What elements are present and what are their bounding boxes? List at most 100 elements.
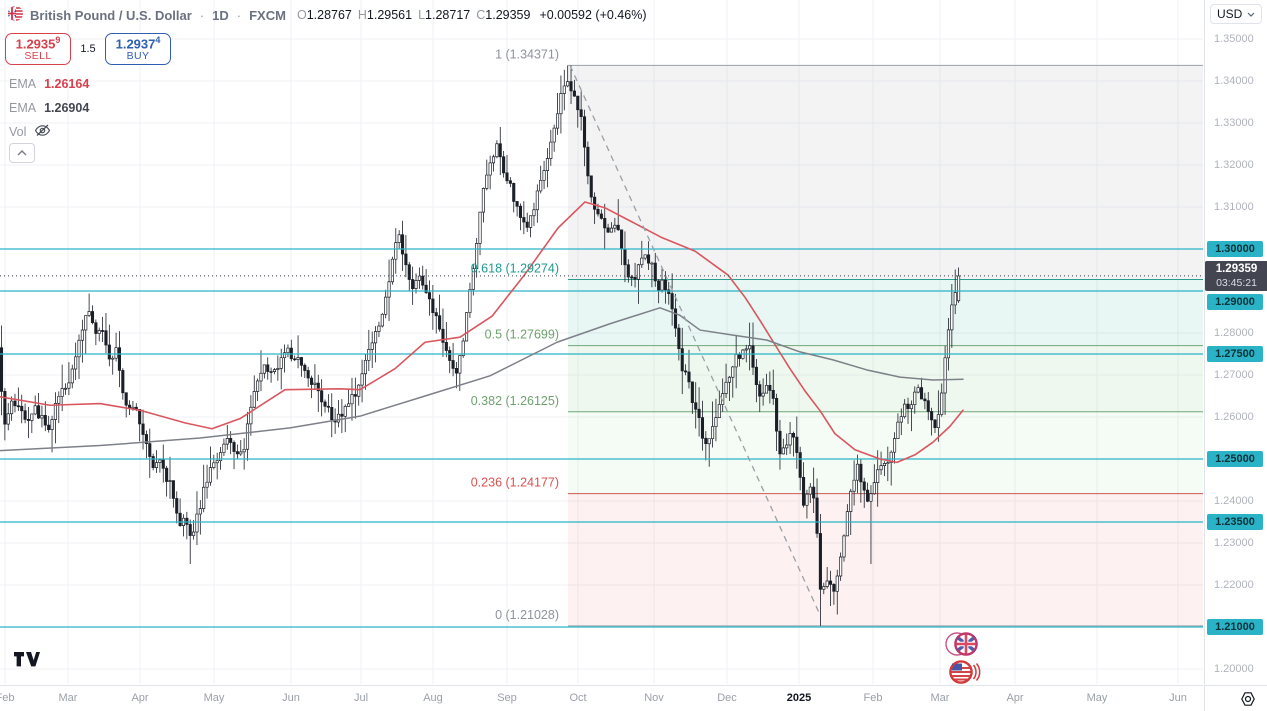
buy-price-sup: 4 [155, 35, 161, 45]
symbol-title[interactable]: British Pound / U.S. Dollar [30, 7, 192, 23]
symbol-header: British Pound / U.S. Dollar · 1D · FXCM … [8, 6, 646, 24]
time-axis-label: Oct [569, 692, 587, 704]
ema-fast-row[interactable]: EMA 1.26164 [9, 72, 89, 96]
time-axis-label: Apr [131, 692, 149, 704]
fib-label-0.618: 0.618 (1.29274) [471, 261, 559, 275]
indicator-legend: EMA 1.26164 EMA 1.26904 Vol [9, 72, 89, 144]
fib-band-0.5 [568, 345, 1203, 412]
ema-slow-row[interactable]: EMA 1.26904 [9, 96, 89, 120]
chevron-down-icon [1247, 12, 1255, 17]
price-tick-label: 1.27000 [1214, 369, 1254, 381]
time-axis-label: Jul [353, 692, 369, 704]
price-level-badge: 1.23500 [1207, 514, 1263, 530]
time-axis-label: Mar [930, 692, 950, 704]
fib-band-0.236 [568, 493, 1203, 626]
price-tick-label: 1.22000 [1214, 579, 1254, 591]
price-level-badge: 1.27500 [1207, 346, 1263, 362]
ema-slow-value: 1.26904 [44, 101, 90, 115]
price-axis[interactable]: USD 1.35000 1.34000 1.33000 1.32000 1.31000 1… [1204, 0, 1267, 684]
price-level-badge: 1.25000 [1207, 451, 1263, 467]
fib-label-0.382: 0.382 (1.26125) [471, 394, 559, 408]
high-value: 1.29561 [366, 8, 413, 22]
last-price-value: 1.29359 [1215, 263, 1258, 276]
candlestick-chart-canvas[interactable]: 1 (1.34371) 0.618 (1.29274) 0.5 (1.27699) 0… [0, 0, 1203, 684]
ema-line-fast [0, 201, 964, 464]
tradingview-logo[interactable] [14, 652, 40, 672]
timeframe-label[interactable]: 1D [212, 7, 229, 23]
price-tick-label: 1.33000 [1214, 117, 1254, 129]
time-axis-label: Jun [1169, 692, 1187, 704]
time-axis-label: May [1086, 692, 1108, 704]
sell-price: 1.2935 [15, 36, 56, 52]
time-axis-label: Feb [0, 692, 15, 704]
ohlc-values: O1.28767 H1.29561 L1.28717 C1.29359 [297, 8, 531, 22]
fib-label-0.5: 0.5 (1.27699) [485, 328, 559, 342]
symbol-flag-icon[interactable] [8, 6, 23, 24]
candle-bodies-up [6, 81, 961, 592]
fib-band-0.382 [568, 411, 1203, 494]
fib-label-0: 0 (1.21028) [495, 608, 559, 622]
time-axis-label: Nov [644, 692, 664, 704]
separator-dot: · [199, 7, 205, 23]
price-tick-label: 1.35000 [1214, 33, 1254, 45]
open-value: 1.28767 [306, 8, 352, 22]
ema-fast-value: 1.26164 [44, 77, 90, 91]
close-value: 1.29359 [485, 8, 531, 22]
price-tick-label: 1.26000 [1214, 411, 1254, 423]
collapse-legend-button[interactable] [9, 143, 35, 163]
bar-countdown: 03:45:21 [1216, 276, 1257, 289]
price-tick-label: 1.32000 [1214, 159, 1254, 171]
time-axis[interactable]: Feb Mar Apr May Jun Jul Aug Sep Oct Nov Dec 2025 Feb… [0, 685, 1203, 711]
axis-corner [1204, 685, 1267, 711]
time-axis-label: Aug [423, 692, 443, 704]
usd-logo [949, 660, 981, 684]
currency-selector-value: USD [1217, 7, 1243, 21]
volume-row[interactable]: Vol [9, 120, 89, 144]
low-label: L [418, 8, 426, 22]
price-tick-label: 1.24000 [1214, 495, 1254, 507]
price-tick-label: 1.31000 [1214, 201, 1254, 213]
ema-line-slow [0, 307, 964, 452]
settings-gear-icon[interactable] [1240, 691, 1256, 711]
time-axis-label: Jun [282, 692, 300, 704]
time-axis-label: Mar [58, 692, 78, 704]
price-level-badge: 1.21000 [1207, 619, 1263, 635]
exchange-label[interactable]: FXCM [249, 7, 286, 23]
close-label: C [476, 8, 486, 22]
ema-fast-label: EMA [9, 77, 37, 91]
sell-price-sup: 9 [55, 35, 61, 45]
price-tick-label: 1.20000 [1214, 663, 1254, 675]
buy-label: BUY [126, 49, 150, 62]
eye-off-icon[interactable] [34, 124, 51, 140]
time-axis-label: Feb [863, 692, 883, 704]
sell-label: SELL [24, 49, 52, 62]
low-value: 1.28717 [425, 8, 471, 22]
buy-button[interactable]: 1.29374 BUY [105, 33, 171, 65]
time-axis-label: 2025 [786, 692, 812, 704]
last-price-badge: 1.29359 03:45:21 [1205, 260, 1267, 291]
trendline [569, 65, 821, 616]
trade-panel: 1.29359 SELL 1.5 1.29374 BUY [5, 33, 171, 65]
chart-plot-area[interactable]: 1 (1.34371) 0.618 (1.29274) 0.5 (1.27699) 0… [0, 0, 1203, 684]
ema-slow-label: EMA [9, 101, 37, 115]
gbp-logo [945, 632, 978, 656]
time-axis-label: Apr [1006, 692, 1024, 704]
sell-button[interactable]: 1.29359 SELL [5, 33, 71, 65]
spread-value: 1.5 [80, 43, 96, 55]
candle-bodies-down [0, 81, 937, 592]
fib-label-1: 1 (1.34371) [495, 47, 559, 61]
buy-price: 1.2937 [115, 36, 156, 52]
price-tick-label: 1.34000 [1214, 75, 1254, 87]
volume-label: Vol [9, 125, 27, 139]
pair-logos [944, 630, 990, 684]
price-tick-label: 1.23000 [1214, 537, 1254, 549]
price-tick-label: 1.28000 [1214, 327, 1254, 339]
price-level-badge: 1.30000 [1207, 241, 1263, 257]
price-level-badge: 1.29000 [1207, 294, 1263, 310]
time-axis-label: Sep [497, 692, 517, 704]
currency-selector[interactable]: USD [1210, 4, 1262, 24]
high-label: H [357, 8, 367, 22]
open-label: O [296, 8, 307, 22]
fib-label-0.236: 0.236 (1.24177) [471, 476, 559, 490]
